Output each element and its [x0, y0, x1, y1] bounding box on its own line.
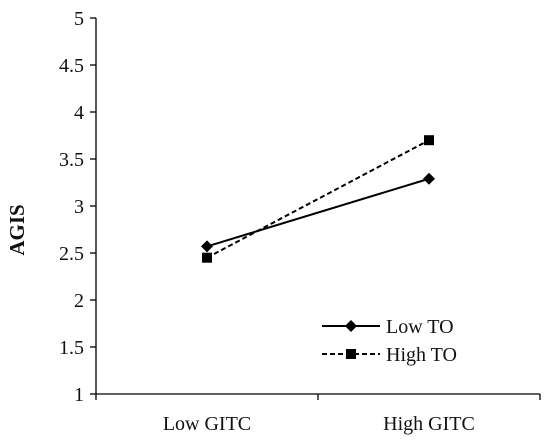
- legend-marker: [346, 349, 356, 359]
- y-tick-label: 3.5: [59, 149, 84, 171]
- data-point: [423, 172, 435, 185]
- legend-label: High TO: [386, 344, 457, 366]
- y-tick-label: 1.5: [59, 337, 84, 359]
- legend-item: High TO: [322, 344, 457, 366]
- legend-marker: [345, 320, 357, 332]
- series-line: [206, 177, 430, 248]
- x-category-label: Low GITC: [163, 413, 251, 435]
- y-tick-label: 1: [74, 384, 84, 406]
- y-tick-label: 4: [74, 102, 84, 124]
- y-ticks: 1 1.5 2 2.5 3 3.5 4 4.5 5: [59, 8, 96, 406]
- y-tick-label: 3: [74, 196, 84, 218]
- axes: [95, 18, 540, 395]
- legend: Low TO High TO: [322, 316, 457, 366]
- data-point: [201, 240, 213, 253]
- data-point: [202, 252, 212, 263]
- y-tick-label: 5: [74, 8, 84, 30]
- x-category-label: High GITC: [383, 413, 475, 435]
- series-line: [206, 139, 430, 259]
- y-tick-label: 2: [74, 290, 84, 312]
- legend-label: Low TO: [386, 316, 454, 338]
- data-point: [424, 135, 434, 146]
- x-category-labels: Low GITC High GITC: [95, 394, 541, 435]
- series-low-to: [201, 172, 435, 253]
- y-axis-label: AGIS: [5, 204, 29, 255]
- y-tick-label: 4.5: [59, 55, 84, 77]
- series-high-to: [202, 135, 434, 263]
- y-tick-label: 2.5: [59, 243, 84, 265]
- legend-item: Low TO: [322, 316, 454, 338]
- series-layer: [201, 135, 435, 263]
